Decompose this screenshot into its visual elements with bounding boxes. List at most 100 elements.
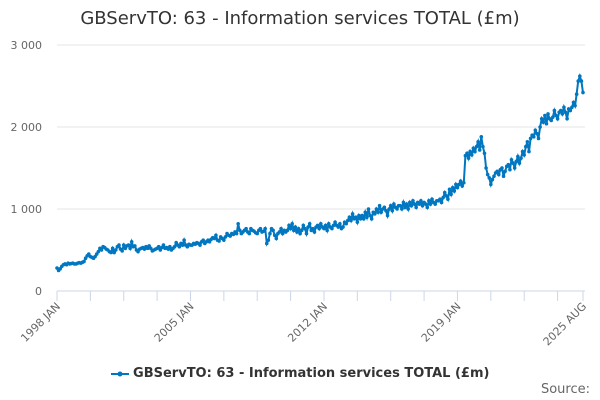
chart-title: GBServTO: 63 - Information services TOTA… xyxy=(80,8,520,29)
data-point xyxy=(99,248,104,252)
data-point xyxy=(113,248,118,252)
data-point xyxy=(366,207,371,211)
data-point xyxy=(482,151,487,156)
data-point xyxy=(395,207,399,211)
data-point xyxy=(474,144,479,149)
data-point xyxy=(258,226,263,231)
y-tick-label: 1 000 xyxy=(11,203,43,216)
data-point xyxy=(358,217,363,221)
data-point xyxy=(353,215,358,219)
data-point xyxy=(423,202,428,206)
data-point xyxy=(551,115,555,119)
data-point xyxy=(573,103,577,108)
data-point xyxy=(417,202,422,206)
data-point xyxy=(373,212,377,216)
data-point xyxy=(568,108,573,113)
data-point xyxy=(247,231,252,236)
data-point xyxy=(411,199,415,203)
y-tick-label: 2 000 xyxy=(11,121,43,134)
data-point xyxy=(244,226,248,231)
data-point xyxy=(420,203,425,208)
data-point xyxy=(484,166,488,170)
data-point xyxy=(441,195,445,200)
data-point xyxy=(578,74,582,78)
data-point xyxy=(374,207,379,211)
data-point xyxy=(326,221,331,226)
data-point xyxy=(382,205,387,210)
data-point xyxy=(506,162,511,167)
data-point xyxy=(290,221,294,226)
data-point xyxy=(223,235,228,239)
data-point xyxy=(468,149,472,154)
data-point xyxy=(581,90,585,95)
data-point xyxy=(412,202,417,206)
legend-label: GBServTO: 63 - Information services TOTA… xyxy=(133,366,490,381)
data-point xyxy=(546,112,550,116)
data-point xyxy=(217,239,221,243)
data-point xyxy=(287,223,291,228)
data-point xyxy=(346,218,350,223)
data-point xyxy=(455,185,460,190)
data-point xyxy=(312,230,317,234)
data-point xyxy=(365,215,369,219)
data-point xyxy=(344,221,349,226)
data-point xyxy=(325,228,329,233)
data-point xyxy=(255,231,260,236)
data-point xyxy=(489,182,493,187)
data-point xyxy=(476,139,480,144)
data-point xyxy=(554,113,558,118)
data-point xyxy=(315,223,320,228)
source-label: Source: xyxy=(540,382,590,397)
data-point xyxy=(541,120,546,124)
data-point xyxy=(318,221,323,226)
data-point xyxy=(501,174,506,178)
data-point xyxy=(126,243,131,247)
data-point xyxy=(527,149,531,154)
data-point xyxy=(479,135,484,139)
data-point xyxy=(555,117,560,121)
data-point xyxy=(361,217,366,221)
data-point xyxy=(466,156,471,160)
data-point xyxy=(508,167,512,172)
data-point xyxy=(385,213,390,218)
data-point xyxy=(306,225,310,229)
data-point xyxy=(129,240,134,244)
data-point xyxy=(168,244,172,249)
data-point xyxy=(538,125,542,129)
data-point xyxy=(570,105,574,110)
data-point xyxy=(304,231,309,236)
data-point xyxy=(299,228,304,233)
x-tick-label: 2012 JAN xyxy=(285,300,330,345)
data-point xyxy=(266,238,271,242)
x-tick-label: 1998 JAN xyxy=(18,300,63,345)
legend[interactable]: GBServTO: 63 - Information services TOTA… xyxy=(0,366,600,381)
data-point xyxy=(543,113,547,118)
data-point xyxy=(264,241,269,246)
data-point xyxy=(317,226,322,231)
data-point xyxy=(496,172,501,177)
data-point xyxy=(574,92,579,96)
data-point xyxy=(458,179,463,183)
data-point xyxy=(214,233,218,238)
data-point xyxy=(558,108,563,113)
data-point xyxy=(222,238,226,242)
data-point xyxy=(447,187,452,192)
data-point xyxy=(311,226,315,231)
data-point xyxy=(363,210,368,215)
data-point xyxy=(291,228,296,233)
data-point xyxy=(535,131,539,136)
data-point xyxy=(438,197,442,201)
data-point xyxy=(549,118,554,123)
data-point xyxy=(236,221,240,226)
data-point xyxy=(485,172,490,177)
data-point xyxy=(392,202,396,206)
data-point xyxy=(331,223,336,228)
data-point xyxy=(500,166,504,170)
data-point xyxy=(360,213,364,218)
data-point xyxy=(481,144,485,149)
data-point xyxy=(377,203,382,208)
data-point xyxy=(323,223,328,228)
data-point xyxy=(401,200,406,205)
data-point xyxy=(460,184,465,188)
data-point xyxy=(263,226,267,231)
